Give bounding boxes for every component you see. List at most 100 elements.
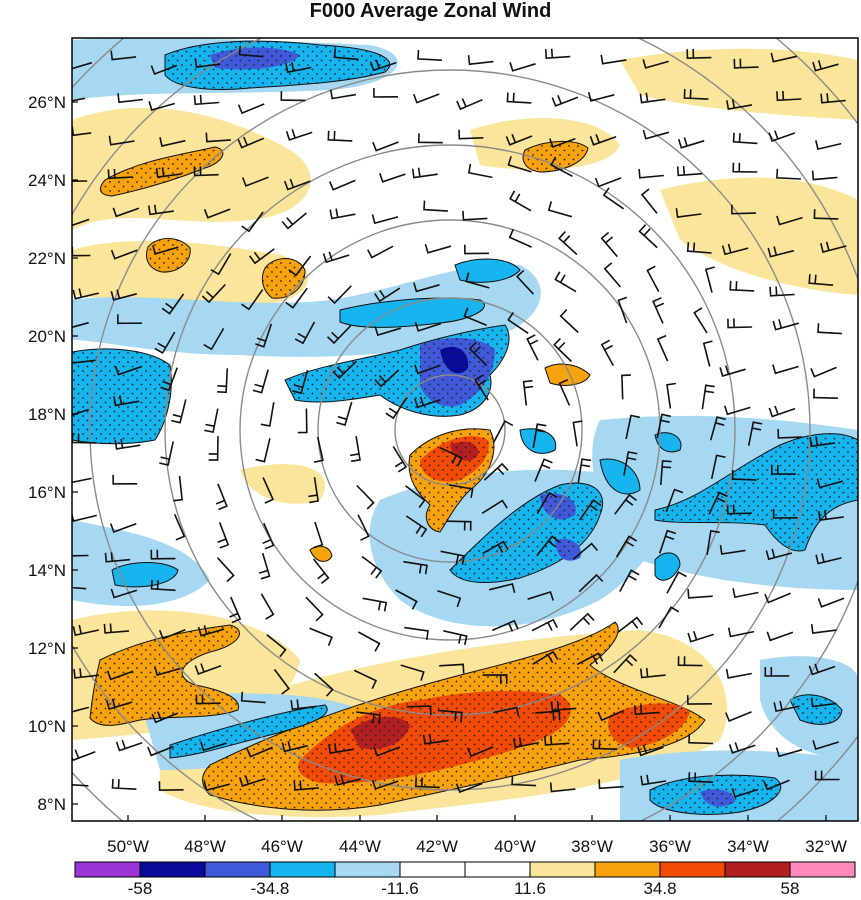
lat-label: 18°N	[28, 405, 66, 424]
wind-barb	[544, 735, 570, 746]
wind-barb	[686, 48, 712, 60]
wind-barb	[767, 246, 794, 258]
wind-barb	[110, 289, 138, 301]
wind-barb	[112, 207, 140, 218]
wind-barb	[422, 733, 449, 745]
colorbar-swatch	[399, 861, 466, 878]
wind-barb	[675, 208, 702, 218]
pos-region	[620, 48, 858, 120]
wind-barb	[492, 420, 514, 443]
wind-barb	[522, 379, 534, 406]
wind-barb	[579, 499, 602, 521]
wind-barb	[237, 136, 265, 149]
wind-barb	[285, 62, 312, 74]
wind-barb	[312, 558, 330, 585]
wind-barb	[154, 331, 176, 354]
wind-barb	[439, 446, 463, 467]
wind-barb	[385, 397, 408, 420]
wind-barb	[466, 746, 494, 758]
wind-barb	[732, 588, 759, 599]
wind-barb	[440, 550, 466, 565]
wind-barb	[414, 364, 441, 375]
wind-barb	[464, 244, 489, 255]
colorbar-swatch	[74, 861, 141, 878]
wind-barb	[810, 366, 837, 378]
wind-barb	[173, 513, 186, 541]
wind-barb	[72, 477, 92, 484]
wind-barb	[544, 48, 571, 60]
colorbar-swatch	[594, 861, 661, 878]
wind-barb	[658, 529, 677, 554]
wind-barb	[769, 286, 795, 297]
wind-barb	[656, 334, 669, 362]
colorbar-swatch	[529, 861, 596, 878]
wind-barb	[558, 378, 571, 406]
wind-barb	[330, 89, 357, 100]
wind-barb	[455, 782, 483, 794]
wind-barb	[600, 54, 627, 65]
wind-barb	[117, 93, 143, 104]
wind-barb	[72, 321, 89, 329]
lon-label: 42°W	[416, 837, 458, 856]
wind-barb	[332, 360, 358, 380]
wind-barb	[329, 208, 356, 220]
wind-barb	[72, 180, 88, 182]
wind-barb	[197, 625, 225, 637]
wind-barb	[446, 520, 472, 531]
wind-barb	[252, 369, 269, 394]
wind-barb	[693, 307, 708, 334]
wind-barb	[531, 618, 559, 632]
wind-barb	[258, 552, 271, 580]
lat-label: 12°N	[28, 639, 66, 658]
wind-barb	[328, 179, 356, 191]
wind-barb	[813, 209, 839, 220]
wind-barb	[373, 746, 401, 757]
wind-barb	[327, 285, 352, 305]
wind-barb	[260, 593, 275, 620]
wind-barb	[204, 408, 219, 434]
wind-barb	[772, 319, 799, 331]
lat-label: 16°N	[28, 483, 66, 502]
wind-barb	[719, 365, 746, 377]
wind-barb	[646, 265, 660, 292]
wind-barb	[405, 515, 428, 538]
wind-barb	[255, 323, 273, 348]
wind-barb	[536, 535, 560, 556]
wind-barb	[810, 624, 837, 634]
wind-barb	[771, 464, 796, 475]
colorbar-label: 11.6	[514, 879, 546, 898]
plot-frame	[71, 37, 859, 822]
colorbar-label: 58	[781, 879, 800, 898]
wind-barb	[356, 711, 381, 724]
wind-barb	[414, 777, 440, 789]
wind-barb	[812, 740, 839, 750]
wind-barb	[467, 163, 493, 179]
wind-barb	[702, 340, 713, 367]
wind-barb	[369, 59, 397, 72]
wind-barb	[709, 416, 727, 441]
wind-barb	[239, 775, 266, 788]
colorbar-swatch	[334, 861, 401, 878]
wind-barb	[448, 484, 474, 499]
wind-barb	[148, 204, 174, 216]
wind-barb	[158, 628, 186, 640]
wind-barb	[727, 318, 753, 329]
wind-barb	[640, 188, 658, 214]
wind-barb	[240, 691, 266, 704]
wind-barb	[294, 321, 316, 345]
wind-barb	[666, 382, 677, 409]
wind-barb	[536, 491, 558, 515]
wind-barb	[812, 60, 839, 72]
wind-barb	[108, 135, 135, 146]
wind-barb	[619, 569, 640, 592]
wind-barb	[114, 365, 142, 376]
wind-barb	[72, 61, 93, 70]
wind-barb	[724, 405, 751, 416]
wind-barb	[72, 749, 96, 762]
wind-barb	[72, 554, 89, 557]
wind-barb	[203, 781, 231, 792]
wind-barb	[374, 326, 402, 337]
wind-barb	[357, 514, 370, 541]
